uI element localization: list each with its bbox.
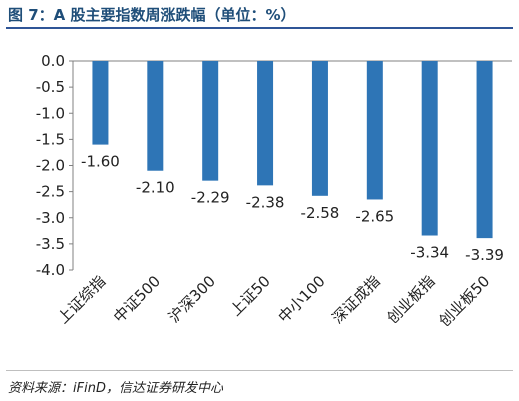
x-tick-label: 上证50 xyxy=(226,272,273,319)
x-tick-label: 上证综指 xyxy=(54,272,109,327)
x-tick-label: 中小100 xyxy=(275,272,329,326)
y-tick-label: -2.5 xyxy=(36,183,65,201)
y-tick-label: 0.0 xyxy=(41,52,65,70)
chart-title: 图 7：A 股主要指数周涨跌幅（单位：%） xyxy=(8,6,296,24)
bar xyxy=(311,61,328,196)
footer-rule xyxy=(6,370,513,371)
bar xyxy=(147,61,164,171)
title-rule xyxy=(6,27,513,29)
y-tick-label: -3.5 xyxy=(36,235,65,253)
data-label: -3.39 xyxy=(465,246,504,264)
bar xyxy=(476,61,493,239)
bar xyxy=(202,61,219,181)
x-tick-label: 沪深300 xyxy=(165,272,219,326)
data-label: -2.38 xyxy=(246,193,285,211)
bar xyxy=(92,61,109,145)
bar xyxy=(366,61,383,200)
y-tick-label: -1.0 xyxy=(36,104,65,122)
y-tick-label: -3.0 xyxy=(36,209,65,227)
y-tick-label: -2.0 xyxy=(36,157,65,175)
x-tick-label: 创业板50 xyxy=(435,272,493,330)
x-tick-label: 创业板指 xyxy=(383,272,438,327)
bar xyxy=(257,61,274,186)
y-tick-label: -1.5 xyxy=(36,130,65,148)
data-label: -2.29 xyxy=(191,189,230,207)
bar-chart: 0.0 -0.5 -1.0 -1.5 -2.0 -2.5 -3.0 -3.5 -4.0 -1.60… xyxy=(36,52,512,330)
data-label: -2.10 xyxy=(136,179,175,197)
x-tick-label: 深证成指 xyxy=(328,272,383,327)
data-label: -2.58 xyxy=(301,204,340,222)
data-label: -1.60 xyxy=(81,153,120,171)
y-tick-label: -4.0 xyxy=(36,261,65,279)
bar xyxy=(421,61,438,236)
data-label: -2.65 xyxy=(355,207,394,225)
data-label: -3.34 xyxy=(410,244,449,262)
x-tick-label: 中证500 xyxy=(110,272,164,326)
source-note: 资料来源：iFinD，信达证券研发中心 xyxy=(8,381,223,396)
y-tick-label: -0.5 xyxy=(36,78,65,96)
